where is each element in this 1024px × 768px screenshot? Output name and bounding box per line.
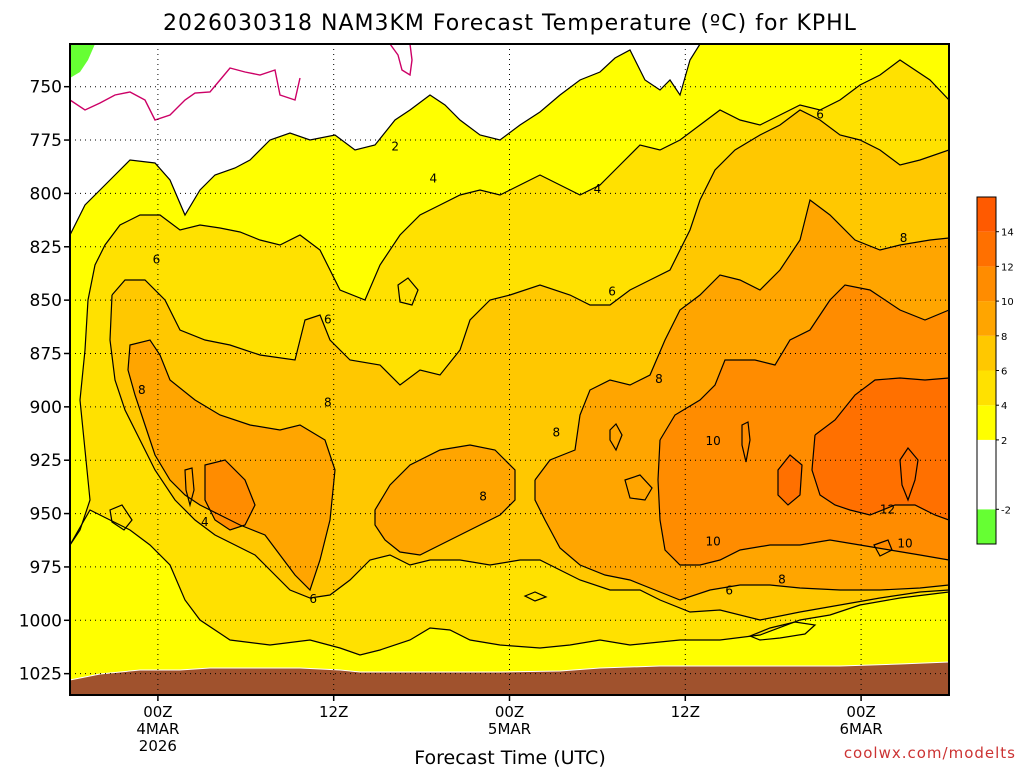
y-tick-label: 825 (30, 238, 62, 258)
x-tick-label: 00Z (495, 703, 524, 721)
contour-label-group: 2 4 4 6 6 6 6 8 8 8 8 8 8 8 10 10 10 12 4 6 6 (138, 107, 913, 606)
contour-label: 12 (880, 502, 895, 516)
colorbar-swatch (977, 231, 996, 267)
contour-label: 8 (479, 489, 487, 503)
contour-label: 8 (778, 573, 786, 587)
contour-label: 4 (429, 171, 437, 185)
terrain-edge (70, 661, 949, 681)
y-tick-label: 900 (30, 398, 62, 418)
colorbar-tick-label: 12 (1001, 262, 1014, 273)
contour-label: 10 (897, 536, 912, 550)
contour-label: 6 (309, 592, 317, 606)
colorbar-swatch (977, 405, 996, 440)
contour-label: 6 (608, 285, 616, 299)
band-2-4 (70, 44, 949, 545)
colorbar-tick-label: 8 (1001, 332, 1007, 343)
contour-label: 4 (201, 515, 209, 529)
colorbar-swatch (977, 439, 996, 475)
colorbar-tick-label: -2 (1001, 505, 1011, 516)
contour-label: 8 (138, 383, 146, 397)
y-tick-label: 875 (30, 344, 62, 364)
x-tick-label: 12Z (671, 703, 700, 721)
colorbar: -2 2 4 6 8 10 12 14 (976, 196, 1014, 545)
x-tick-label: 6MAR (840, 720, 883, 738)
colorbar-swatch (977, 266, 996, 302)
contour-label: 6 (816, 107, 824, 121)
band-below-2 (70, 44, 700, 235)
colorbar-tick-label: 14 (1001, 228, 1014, 239)
contour-label: 10 (705, 434, 720, 448)
contour-label: 10 (705, 534, 720, 548)
contour-label: 2 (391, 139, 399, 153)
y-tick-label: 1000 (19, 611, 62, 631)
y-tick-label: 750 (30, 78, 62, 98)
y-tick-label: 775 (30, 131, 62, 151)
band-2-4-bottom (70, 510, 949, 695)
x-tick-label: 00Z (846, 703, 875, 721)
y-tick-label: 925 (30, 451, 62, 471)
credit-text: coolwx.com/modelts (844, 744, 1016, 762)
x-axis-label: Forecast Time (UTC) (414, 747, 605, 768)
y-tick-label: 950 (30, 505, 62, 525)
y-tick-label: 1025 (19, 665, 62, 685)
terrain (70, 662, 949, 695)
zero-contour-lines (70, 44, 413, 121)
colorbar-swatch (977, 370, 996, 406)
band-below-0 (70, 44, 95, 78)
grid (70, 44, 949, 695)
contour-label: 8 (900, 231, 908, 245)
contour-label: 6 (324, 312, 332, 326)
contour-label: 6 (725, 583, 733, 597)
y-axis: 750 775 800 825 850 875 900 925 950 975 1000 1025 (19, 78, 70, 685)
contour-label: 8 (324, 396, 332, 410)
contour-label: 4 (594, 182, 602, 196)
contour-label: 8 (655, 372, 663, 386)
colorbar-tick-label: 2 (1001, 436, 1007, 447)
y-tick-label: 975 (30, 558, 62, 578)
x-tick-label: 12Z (319, 703, 348, 721)
y-tick-label: 800 (30, 184, 62, 204)
x-tick-label: 5MAR (488, 720, 531, 738)
chart-title: 2026030318 NAM3KM Forecast Temperature (… (163, 11, 857, 36)
colorbar-swatch (977, 301, 996, 336)
plot-area: 2 4 4 6 6 6 6 8 8 8 8 8 8 8 10 10 10 12 4 6 6 (70, 44, 949, 695)
colorbar-tick-label: 6 (1001, 367, 1007, 378)
contour-label: 8 (553, 425, 561, 439)
y-tick-label: 850 (30, 291, 62, 311)
colorbar-swatch (977, 509, 996, 544)
band-8-10 (128, 340, 335, 590)
colorbar-swatch (977, 335, 996, 371)
x-tick-label: 2026 (139, 737, 177, 755)
band-12-14-small (778, 455, 802, 505)
contour-label: 6 (153, 253, 161, 267)
band-8-10-mid (375, 445, 515, 555)
colorbar-tick-label: 10 (1001, 297, 1014, 308)
band-12-14 (812, 378, 949, 520)
x-tick-label: 00Z (143, 703, 172, 721)
colorbar-swatch (977, 474, 996, 510)
colorbar-swatch (977, 197, 996, 232)
colorbar-tick-label: 4 (1001, 401, 1007, 412)
x-tick-label: 4MAR (136, 720, 179, 738)
